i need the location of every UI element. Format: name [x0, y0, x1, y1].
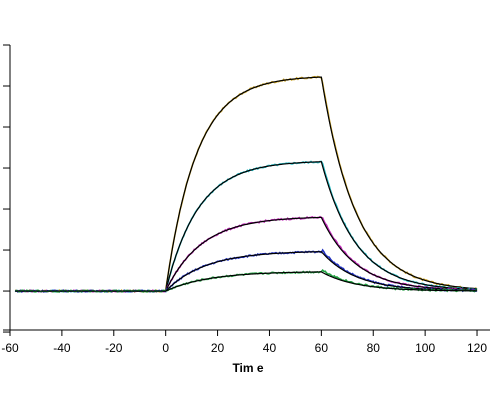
x-tick-label: 100 [415, 341, 435, 355]
x-tick-label: 40 [263, 341, 277, 355]
x-tick-label: 60 [315, 341, 329, 355]
x-tick-label: -40 [53, 341, 71, 355]
x-tick-label: 120 [467, 341, 487, 355]
series-1 [15, 75, 478, 294]
x-tick-label: 0 [162, 341, 169, 355]
x-tick-label: 20 [211, 341, 225, 355]
axes: -60 -40 -20 0 20 40 60 80 100 120 [1, 44, 490, 355]
x-tick-label: -60 [1, 341, 19, 355]
x-tick-label: -20 [105, 341, 123, 355]
x-tick-label: 80 [367, 341, 381, 355]
series-5 [14, 268, 478, 293]
series-layer [14, 75, 478, 294]
series-1-data-line [15, 75, 478, 294]
x-axis-title: Tim e [232, 361, 263, 375]
series-2-fit-line [15, 161, 478, 292]
series-1-fit-line [15, 76, 478, 292]
series-5-fit-line [15, 271, 478, 292]
